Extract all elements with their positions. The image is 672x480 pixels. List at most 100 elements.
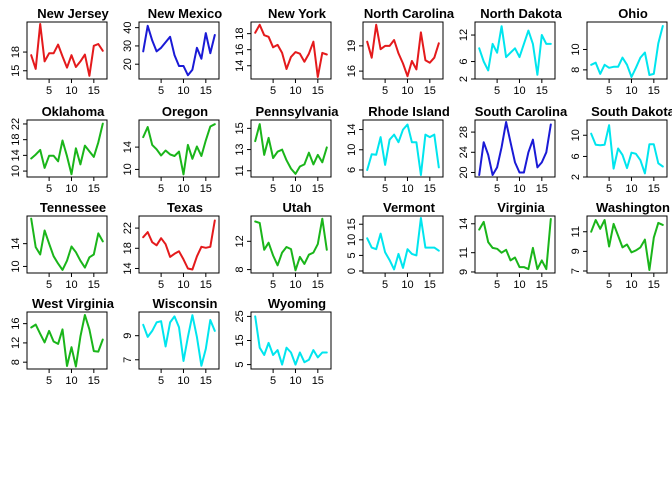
x-tick-label: 10 <box>177 279 189 291</box>
x-tick-label: 5 <box>270 85 276 97</box>
y-tick-label: 6 <box>458 58 470 64</box>
plot-frame <box>362 119 444 178</box>
panel-virginia: Virginia 5 10 15 9 11 14 <box>458 200 556 291</box>
x-axis: 5 10 15 <box>158 79 212 97</box>
x-tick-label: 5 <box>606 279 612 291</box>
series-line-west-virginia <box>30 314 104 368</box>
series-line-north-carolina <box>366 23 440 78</box>
x-tick-label: 10 <box>401 183 413 195</box>
x-tick-label: 15 <box>88 375 100 387</box>
series-line-oklahoma <box>30 122 104 176</box>
x-tick-label: 10 <box>65 183 77 195</box>
x-axis: 5 10 15 <box>270 177 324 195</box>
y-tick-label: 24 <box>458 146 470 158</box>
series-line-north-dakota <box>478 25 552 76</box>
y-axis: 10 14 <box>122 141 139 176</box>
y-tick-label: 28 <box>458 126 470 138</box>
x-tick-label: 5 <box>270 279 276 291</box>
panel-new-mexico: New Mexico 5 10 15 20 30 40 <box>122 6 222 97</box>
x-tick-label: 15 <box>200 85 212 97</box>
series-line-utah <box>254 217 328 272</box>
y-tick-label: 10 <box>346 144 358 156</box>
y-tick-label: 12 <box>458 29 470 41</box>
x-tick-label: 15 <box>312 375 324 387</box>
y-tick-label: 12 <box>10 337 22 349</box>
series-line-oregon <box>142 123 216 176</box>
x-tick-label: 10 <box>625 183 637 195</box>
x-tick-label: 5 <box>46 279 52 291</box>
panel-south-carolina: South Carolina 5 10 15 20 24 28 <box>458 104 568 195</box>
x-tick-label: 5 <box>494 85 500 97</box>
panel-oklahoma: Oklahoma 5 10 15 10 14 18 22 <box>10 104 108 195</box>
panel-vermont: Vermont 5 10 15 0 5 10 15 <box>346 200 444 291</box>
panel-title: Tennessee <box>40 200 106 215</box>
panel-oregon: Oregon 5 10 15 10 14 <box>122 104 220 195</box>
x-tick-label: 5 <box>270 375 276 387</box>
y-axis: 8 12 16 <box>10 318 27 365</box>
plot-frame <box>362 21 444 80</box>
y-tick-label: 11 <box>458 247 470 258</box>
plot-frame <box>26 311 108 370</box>
x-tick-label: 10 <box>65 279 77 291</box>
panel-title: Wyoming <box>268 296 326 311</box>
x-axis: 5 10 15 <box>382 273 436 291</box>
x-axis: 5 10 15 <box>158 177 212 195</box>
x-tick-label: 5 <box>382 85 388 97</box>
y-axis: 5 15 25 <box>234 310 251 368</box>
panel-title: Washington <box>596 200 670 215</box>
x-tick-label: 5 <box>158 375 164 387</box>
panel-title: South Carolina <box>475 104 568 119</box>
y-tick-label: 22 <box>122 222 134 234</box>
x-axis: 5 10 15 <box>46 369 100 387</box>
x-tick-label: 5 <box>158 183 164 195</box>
x-tick-label: 5 <box>46 183 52 195</box>
panel-south-dakota: South Dakota 5 10 15 2 6 10 <box>570 104 672 195</box>
x-tick-label: 10 <box>65 85 77 97</box>
x-tick-label: 15 <box>200 375 212 387</box>
x-axis: 5 10 15 <box>494 177 548 195</box>
plot-frame <box>586 215 668 274</box>
x-axis: 5 10 15 <box>382 177 436 195</box>
panel-title: Pennsylvania <box>255 104 339 119</box>
x-tick-label: 15 <box>88 183 100 195</box>
series-line-wisconsin <box>142 314 216 367</box>
y-tick-label: 16 <box>10 318 22 330</box>
x-axis: 5 10 15 <box>270 369 324 387</box>
panel-title: New Jersey <box>37 6 109 21</box>
x-tick-label: 5 <box>494 279 500 291</box>
series-line-washington <box>590 219 664 271</box>
y-axis: 11 13 15 <box>234 122 251 176</box>
x-tick-label: 15 <box>648 279 660 291</box>
x-tick-label: 10 <box>65 375 77 387</box>
y-tick-label: 18 <box>234 28 246 40</box>
x-tick-label: 15 <box>536 85 548 97</box>
y-tick-label: 8 <box>570 67 582 73</box>
x-tick-label: 10 <box>289 183 301 195</box>
x-tick-label: 15 <box>312 183 324 195</box>
panel-title: Wisconsin <box>153 296 218 311</box>
panel-title: Vermont <box>383 200 436 215</box>
x-axis: 5 10 15 <box>270 273 324 291</box>
y-tick-label: 22 <box>10 118 22 130</box>
x-axis: 5 10 15 <box>158 369 212 387</box>
panel-wyoming: Wyoming 5 10 15 5 15 25 <box>234 296 332 387</box>
x-tick-label: 15 <box>88 85 100 97</box>
y-tick-label: 9 <box>458 269 470 275</box>
panel-title: New Mexico <box>148 6 222 21</box>
y-tick-label: 18 <box>10 46 22 58</box>
x-tick-label: 15 <box>424 279 436 291</box>
y-tick-label: 9 <box>570 248 582 254</box>
panel-west-virginia: West Virginia 5 10 15 8 12 16 <box>10 296 115 387</box>
y-tick-label: 20 <box>458 166 470 178</box>
plot-frame <box>26 21 108 80</box>
panel-title: Utah <box>283 200 312 215</box>
series-line-new-mexico <box>142 24 216 77</box>
x-tick-label: 15 <box>648 183 660 195</box>
x-tick-label: 5 <box>494 183 500 195</box>
series-line-virginia <box>478 218 552 271</box>
panel-title: Texas <box>167 200 203 215</box>
